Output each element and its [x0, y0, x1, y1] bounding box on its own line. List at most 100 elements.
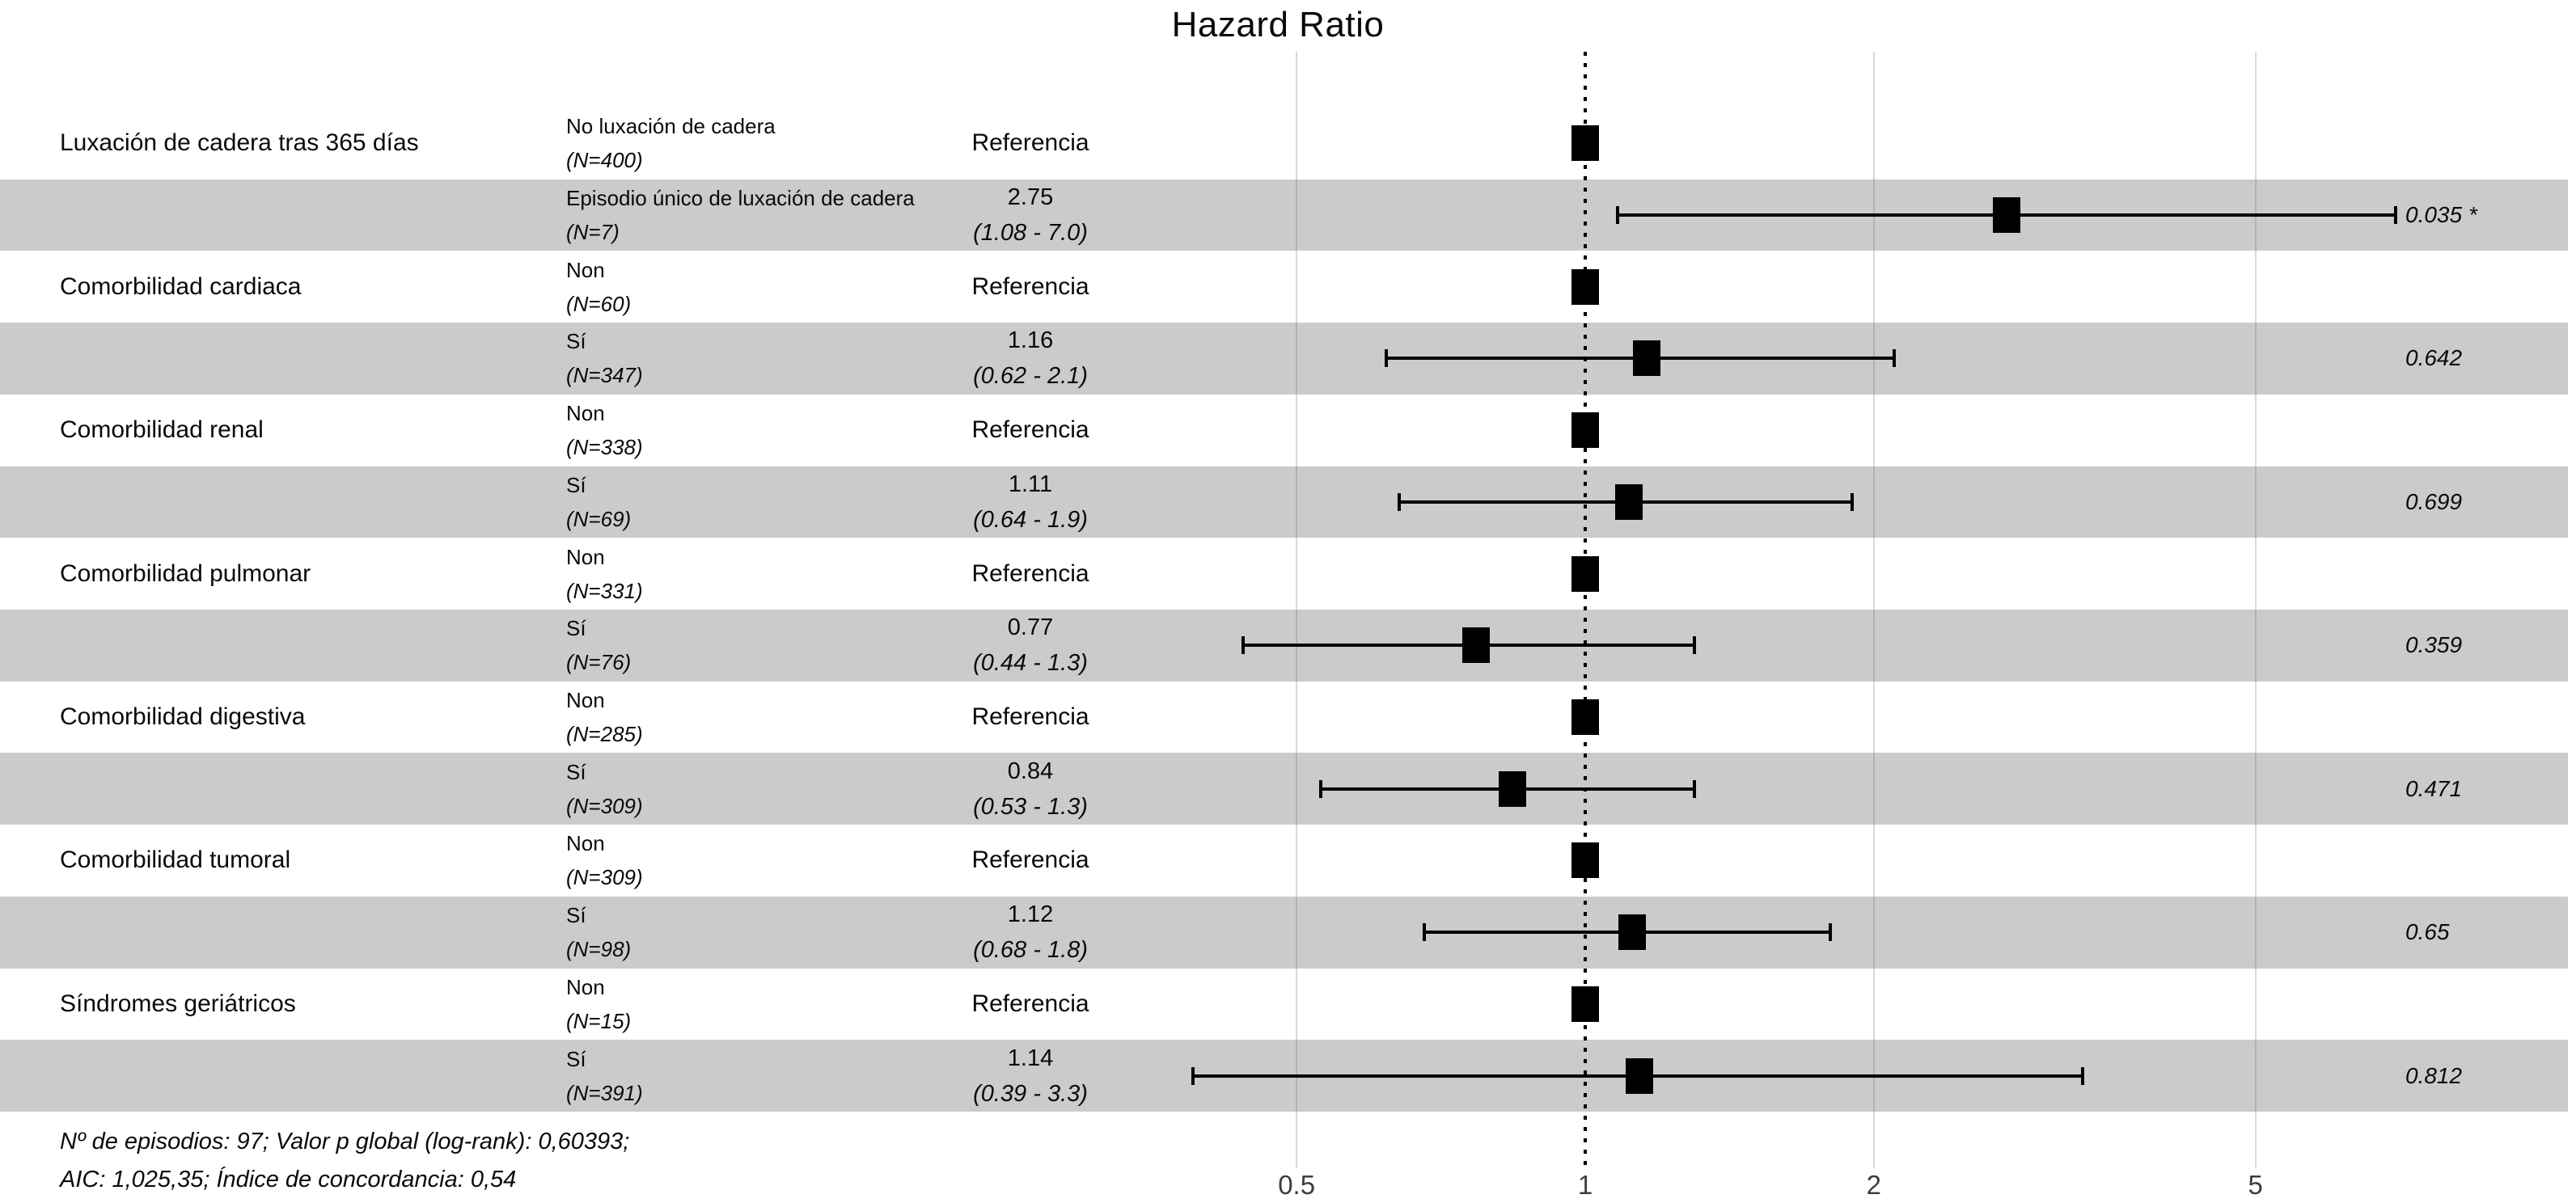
- row-variable-label: Síndromes geriátricos: [60, 990, 296, 1017]
- row-estimate-block: 2.75 (1.08 - 7.0): [973, 179, 1088, 251]
- chart-title: Hazard Ratio: [1171, 5, 1385, 44]
- ci-cap-left: [1241, 636, 1246, 655]
- row-estimate-block: 1.11 (0.64 - 1.9): [973, 466, 1088, 538]
- row-n-label: (N=76): [566, 650, 632, 675]
- row-estimate-value: 0.84: [1007, 758, 1054, 784]
- row-level-block: Sí (N=309): [566, 755, 643, 823]
- row-estimate-ci: (0.64 - 1.9): [973, 506, 1088, 533]
- row-level-block: Sí (N=69): [566, 468, 631, 536]
- row-variable-label: Comorbilidad renal: [60, 416, 264, 444]
- row-level-block: Non (N=309): [566, 826, 643, 894]
- row-n-label: (N=60): [566, 291, 632, 316]
- row-level-block: Sí (N=98): [566, 898, 631, 966]
- row-estimate-ci: (1.08 - 7.0): [973, 220, 1088, 247]
- row-p-value: 0.65: [2405, 919, 2450, 945]
- row-estimate-ci: (0.39 - 3.3): [973, 1080, 1088, 1107]
- row-reference-label: Referencia: [971, 272, 1089, 300]
- row-reference-label: Referencia: [971, 559, 1089, 587]
- gridline-2: [1872, 52, 1875, 1168]
- row-level-label: Sí: [566, 1046, 586, 1071]
- row-level-label: Sí: [566, 472, 586, 497]
- row-estimate-value: 1.12: [1007, 901, 1054, 928]
- row-p-value: 0.359: [2405, 632, 2463, 658]
- gridline-5: [2254, 52, 2257, 1168]
- row-n-label: (N=15): [566, 1008, 632, 1033]
- row-estimate-ci: (0.44 - 1.3): [973, 650, 1088, 677]
- row-level-label: Non: [566, 974, 605, 999]
- row-band: [0, 466, 2568, 538]
- row-estimate-value: 1.16: [1007, 327, 1054, 354]
- row-p-value: 0.812: [2405, 1062, 2463, 1088]
- row-variable-label: Comorbilidad digestiva: [60, 703, 306, 731]
- row-estimate-block: 0.84 (0.53 - 1.3): [973, 753, 1088, 825]
- ci-cap-left: [1319, 779, 1323, 798]
- row-band: [0, 753, 2568, 825]
- row-level-block: No luxación de cadera (N=400): [566, 109, 776, 177]
- hr-marker-reference: [1571, 268, 1599, 305]
- row-reference-label: Referencia: [971, 129, 1089, 157]
- row-variable-label: Comorbilidad pulmonar: [60, 559, 311, 587]
- row-estimate-block: 0.77 (0.44 - 1.3): [973, 610, 1088, 681]
- row-n-label: (N=400): [566, 148, 643, 173]
- ci-cap-left: [1191, 1066, 1195, 1085]
- row-n-label: (N=7): [566, 220, 620, 245]
- row-level-block: Non (N=285): [566, 683, 643, 751]
- reference-line-hr-1: [1584, 52, 1587, 1168]
- row-level-label: Sí: [566, 329, 586, 354]
- ci-cap-right: [2080, 1066, 2084, 1085]
- ci-cap-left: [1615, 206, 1619, 225]
- row-band: [0, 323, 2568, 395]
- row-level-block: Sí (N=347): [566, 324, 643, 392]
- row-n-label: (N=331): [566, 578, 643, 603]
- hr-marker-reference: [1571, 842, 1599, 879]
- row-n-label: (N=347): [566, 363, 643, 388]
- ci-cap-right: [1828, 923, 1832, 942]
- row-level-block: Sí (N=391): [566, 1042, 643, 1110]
- row-p-value: 0.642: [2405, 345, 2463, 371]
- row-band: [0, 896, 2568, 969]
- row-n-label: (N=309): [566, 865, 643, 890]
- footnotes: Nº de episodios: 97; Valor p global (log…: [60, 1123, 629, 1199]
- row-n-label: (N=98): [566, 937, 632, 962]
- hr-marker-reference: [1571, 699, 1599, 736]
- row-level-block: Episodio único de luxación de cadera (N=7…: [566, 181, 915, 249]
- row-level-block: Sí (N=76): [566, 611, 631, 679]
- row-reference-label: Referencia: [971, 416, 1089, 444]
- gridline-0.5: [1296, 52, 1298, 1168]
- row-estimate-value: 1.14: [1007, 1045, 1054, 1071]
- ci-cap-left: [1423, 923, 1427, 942]
- ci-cap-right: [1892, 349, 1896, 368]
- footnote-line-1: Nº de episodios: 97; Valor p global (log…: [60, 1129, 630, 1154]
- x-axis-tick-label: 2: [1866, 1170, 1882, 1200]
- row-estimate-block: 1.12 (0.68 - 1.8): [973, 897, 1088, 968]
- row-estimate-block: 1.16 (0.62 - 2.1): [973, 323, 1088, 394]
- row-level-label: Episodio único de luxación de cadera: [566, 186, 915, 211]
- row-estimate-ci: (0.53 - 1.3): [973, 793, 1088, 820]
- ci-cap-right: [2393, 206, 2397, 225]
- hr-marker: [1633, 340, 1661, 377]
- hr-marker: [1614, 483, 1643, 520]
- hr-marker-reference: [1571, 412, 1599, 449]
- row-level-block: Non (N=338): [566, 396, 643, 464]
- row-level-label: Sí: [566, 903, 586, 928]
- ci-cap-left: [1384, 349, 1388, 368]
- row-reference-label: Referencia: [971, 990, 1089, 1017]
- row-reference-label: Referencia: [971, 846, 1089, 874]
- row-level-label: Non: [566, 257, 605, 282]
- row-n-label: (N=391): [566, 1080, 643, 1105]
- ci-cap-right: [1851, 492, 1855, 511]
- row-level-block: Non (N=60): [566, 253, 631, 321]
- row-estimate-block: 1.14 (0.39 - 3.3): [973, 1040, 1088, 1112]
- row-level-label: Non: [566, 544, 605, 569]
- row-n-label: (N=285): [566, 722, 643, 747]
- hr-marker-reference: [1571, 555, 1599, 592]
- hr-marker: [1626, 1057, 1654, 1094]
- ci-cap-left: [1398, 492, 1402, 511]
- footnote-line-2: AIC: 1,025,35; Índice de concordancia: 0…: [60, 1167, 517, 1192]
- hr-marker-reference: [1571, 125, 1599, 162]
- row-p-value: 0.471: [2405, 775, 2463, 801]
- hr-marker: [1462, 627, 1491, 664]
- row-reference-label: Referencia: [971, 703, 1089, 731]
- row-n-label: (N=338): [566, 435, 643, 460]
- ci-cap-right: [1693, 779, 1697, 798]
